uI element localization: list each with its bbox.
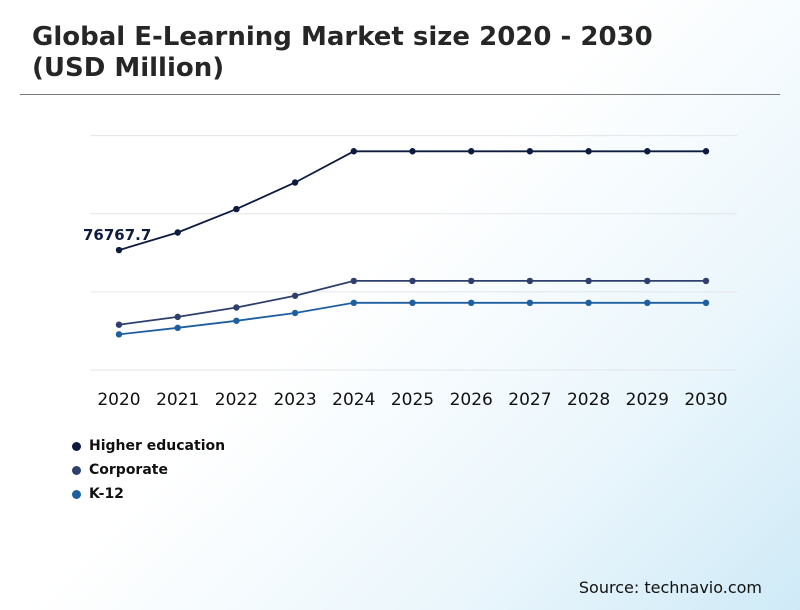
- data-point: [644, 148, 651, 155]
- x-tick-label: 2022: [215, 390, 258, 410]
- data-point: [585, 277, 592, 285]
- data-point: [174, 229, 181, 236]
- x-tick-label: 2023: [273, 390, 316, 410]
- x-tick-label: 2029: [626, 390, 669, 410]
- x-tick-label: 2026: [450, 390, 493, 410]
- data-point: [644, 299, 651, 307]
- chart-title: Global E-Learning Market size 2020 - 203…: [32, 22, 653, 83]
- data-point: [350, 277, 357, 285]
- legend-item-k12: K-12: [72, 482, 225, 506]
- data-point: [585, 148, 592, 155]
- title-divider: [20, 94, 780, 95]
- data-point: [233, 304, 240, 311]
- legend-item-higher-education: Higher education: [72, 434, 225, 458]
- data-point: [233, 317, 240, 324]
- legend-marker-icon: [72, 441, 81, 451]
- data-point: [526, 277, 534, 285]
- x-tick-label: 2027: [508, 390, 551, 410]
- data-point: [702, 277, 710, 285]
- data-point: [702, 299, 710, 307]
- series-line-higher-education: [118, 150, 706, 251]
- gridlines: [90, 135, 737, 371]
- source-credit: Source: technavio.com: [578, 578, 762, 597]
- series-lines: [118, 150, 706, 336]
- data-points: [115, 148, 710, 338]
- data-point: [291, 179, 299, 186]
- axis-labels: 2020 2021 2022 2023 2024 2025 2026 2027 2028 2029…: [83, 226, 728, 410]
- legend-marker-icon: [72, 465, 81, 475]
- x-tick-label: 2030: [684, 390, 727, 410]
- legend-label: K-12: [89, 486, 124, 502]
- legend-marker-icon: [72, 489, 81, 499]
- data-point: [174, 313, 181, 321]
- data-point: [291, 309, 299, 317]
- data-point: [350, 299, 357, 307]
- data-point: [233, 205, 240, 213]
- legend-label: Higher education: [89, 438, 226, 454]
- data-point: [115, 321, 123, 328]
- x-tick-label: 2020: [97, 390, 140, 410]
- series-line-k-12: [118, 301, 706, 336]
- data-point: [115, 331, 123, 338]
- data-label: 76767.7: [83, 226, 151, 244]
- x-tick-label: 2024: [332, 390, 375, 410]
- data-point: [585, 299, 592, 307]
- data-point: [115, 246, 123, 254]
- data-point: [526, 299, 534, 307]
- data-point: [409, 277, 416, 285]
- legend: Higher education Corporate K-12: [72, 434, 225, 506]
- data-point: [468, 277, 475, 285]
- data-point: [468, 148, 475, 155]
- x-tick-label: 2025: [391, 390, 434, 410]
- data-point: [350, 148, 357, 155]
- data-point: [468, 299, 475, 307]
- data-point: [409, 148, 416, 155]
- data-point: [526, 148, 534, 155]
- x-tick-label: 2028: [567, 390, 610, 410]
- legend-item-corporate: Corporate: [72, 458, 225, 482]
- data-point: [702, 148, 710, 155]
- legend-label: Corporate: [89, 462, 168, 478]
- x-tick-label: 2021: [156, 390, 199, 410]
- data-point: [174, 324, 181, 332]
- data-point: [644, 277, 651, 285]
- data-point: [409, 299, 416, 307]
- data-point: [291, 292, 299, 299]
